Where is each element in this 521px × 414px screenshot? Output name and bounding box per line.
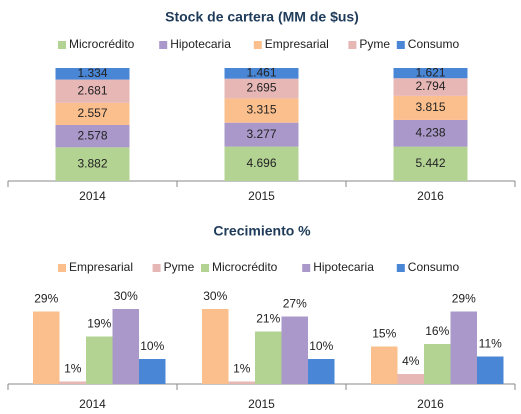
data-label: 2.578 — [77, 128, 107, 142]
legend-swatch — [152, 264, 161, 272]
bar — [371, 346, 398, 384]
data-label: 4% — [402, 354, 420, 368]
bar — [424, 344, 451, 384]
bar-segment — [224, 98, 299, 123]
bar — [255, 331, 282, 384]
data-label: 3.277 — [246, 127, 276, 141]
bar — [397, 374, 424, 384]
data-label: 27% — [283, 297, 307, 311]
legend-label: Microcrédito — [69, 37, 135, 51]
legend-swatch — [58, 41, 66, 49]
bar-segment — [55, 124, 130, 148]
x-tick-label: 2015 — [248, 189, 275, 203]
data-label: 29% — [452, 292, 476, 306]
bar-segment — [393, 146, 468, 181]
legend-swatch — [302, 264, 311, 272]
bar-segment — [55, 102, 130, 125]
x-tick-label: 2014 — [79, 189, 106, 203]
data-label: 3.315 — [246, 103, 276, 117]
bar — [308, 359, 335, 384]
data-label: 4.696 — [246, 156, 276, 170]
bar-segment — [224, 146, 299, 181]
bar — [139, 359, 166, 384]
data-label: 19% — [87, 317, 111, 331]
data-label: 2.794 — [415, 79, 445, 93]
bar — [112, 309, 139, 384]
data-label: 15% — [372, 327, 396, 341]
data-label: 5.442 — [415, 156, 445, 170]
x-tick-label: 2016 — [417, 189, 444, 203]
data-label: 2.681 — [77, 83, 107, 97]
legend-swatch — [253, 41, 262, 49]
data-label: 10% — [309, 339, 333, 353]
legend-swatch — [396, 41, 405, 49]
legend-swatch — [58, 264, 66, 272]
chart-title: Stock de cartera (MM de $us) — [165, 9, 359, 25]
legend-swatch — [201, 264, 209, 272]
bar-segment — [224, 68, 299, 79]
legend-label: Microcrédito — [212, 260, 278, 274]
data-label: 11% — [479, 337, 502, 351]
bar-segment — [55, 147, 130, 181]
bar-segment — [55, 79, 130, 103]
legend-swatch — [348, 41, 357, 49]
bar-segment — [224, 78, 299, 99]
data-label: 1% — [64, 362, 82, 376]
x-tick-label: 2016 — [417, 397, 444, 411]
data-label: 21% — [256, 312, 280, 326]
legend-swatch — [159, 41, 168, 49]
bar-segment — [393, 78, 468, 96]
data-label: 30% — [203, 289, 227, 303]
bar — [477, 356, 504, 384]
data-label: 3.882 — [77, 156, 107, 170]
data-label: 1% — [233, 362, 251, 376]
legend-label: Hipotecaria — [313, 260, 374, 274]
data-label: 2.557 — [77, 106, 107, 120]
bar — [281, 316, 308, 384]
data-label: 29% — [34, 292, 58, 306]
bar-segment — [224, 122, 299, 147]
legend-label: Empresarial — [69, 260, 133, 274]
bar — [33, 311, 60, 384]
legend-swatch — [396, 264, 405, 272]
bar-segment — [393, 119, 468, 147]
bar — [450, 311, 477, 384]
bar — [228, 381, 255, 384]
bar-segment — [55, 68, 130, 80]
legend-label: Consumo — [408, 260, 460, 274]
data-label: 1.334 — [77, 66, 107, 80]
x-tick-label: 2014 — [79, 397, 106, 411]
legend-label: Hipotecaria — [170, 37, 231, 51]
legend-label: Pyme — [359, 37, 390, 51]
legend-label: Consumo — [408, 37, 460, 51]
data-label: 30% — [114, 289, 138, 303]
data-label: 3.815 — [415, 100, 445, 114]
data-label: 1.461 — [246, 66, 276, 80]
bar-segment — [393, 95, 468, 120]
bar — [86, 336, 113, 384]
data-label: 4.238 — [415, 125, 445, 139]
bar — [59, 381, 86, 384]
data-label: 1.621 — [415, 65, 445, 79]
x-tick-label: 2015 — [248, 397, 275, 411]
data-label: 10% — [140, 339, 164, 353]
data-label: 2.695 — [246, 81, 276, 95]
legend-label: Pyme — [164, 260, 195, 274]
bar-segment — [393, 68, 468, 79]
legend-label: Empresarial — [265, 37, 329, 51]
chart-title: Crecimiento % — [213, 223, 311, 239]
data-label: 16% — [425, 324, 449, 338]
bar — [202, 309, 229, 384]
